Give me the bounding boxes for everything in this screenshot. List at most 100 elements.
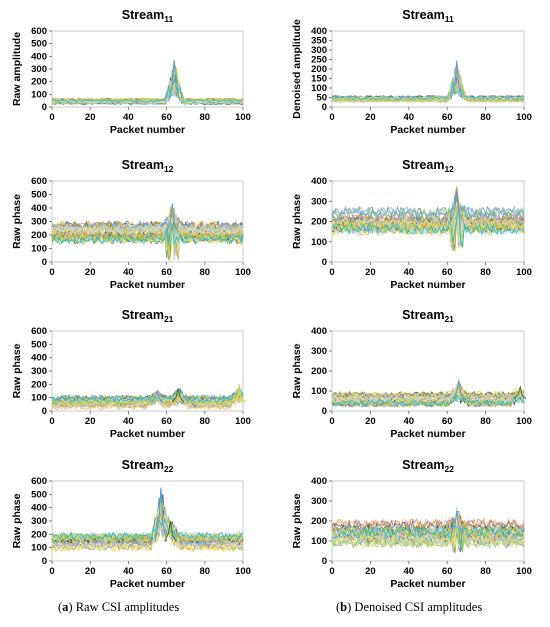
x-tick-label: 40 (404, 566, 415, 577)
x-axis-label: Packet number (390, 124, 465, 136)
series-line (51, 222, 244, 260)
chart-title: Stream11 (122, 8, 174, 24)
y-tick-label: 400 (311, 176, 327, 187)
x-tick-label: 0 (49, 416, 54, 427)
x-tick-label: 0 (49, 566, 54, 577)
x-tick-label: 40 (123, 267, 134, 278)
series-line (51, 215, 244, 259)
series-line (331, 80, 525, 102)
y-tick-label: 400 (311, 476, 327, 487)
y-tick-label: 300 (311, 346, 327, 357)
peak-trace (232, 386, 246, 403)
chart-title: Stream21 (122, 308, 174, 324)
series-line (51, 84, 244, 106)
y-axis-label: Denoised amplitude (291, 19, 303, 119)
y-axis-label: Raw phase (291, 194, 303, 249)
series-line (331, 383, 525, 400)
x-axis-label: Packet number (390, 428, 465, 440)
series-line (51, 75, 244, 103)
x-tick-label: 100 (235, 112, 251, 123)
y-tick-label: 100 (31, 393, 47, 404)
x-tick-label: 60 (442, 416, 453, 427)
x-tick-label: 20 (85, 566, 96, 577)
x-axis-label: Packet number (110, 124, 185, 136)
x-tick-label: 20 (365, 267, 376, 278)
x-axis-label: Packet number (110, 428, 185, 440)
x-tick-label: 0 (329, 566, 334, 577)
y-tick-label: 0 (322, 102, 327, 113)
y-tick-label: 300 (31, 516, 47, 527)
series-line (331, 382, 525, 405)
y-tick-label: 0 (42, 102, 47, 113)
x-tick-label: 20 (365, 416, 376, 427)
y-tick-label: 100 (31, 543, 47, 554)
x-tick-label: 80 (480, 112, 491, 123)
y-tick-label: 400 (31, 503, 47, 514)
peak-trace (450, 510, 464, 535)
x-tick-label: 80 (480, 267, 491, 278)
y-tick-label: 100 (311, 237, 327, 248)
y-tick-label: 600 (31, 26, 47, 37)
x-tick-label: 20 (85, 267, 96, 278)
plot-area (331, 30, 525, 108)
x-tick-label: 80 (480, 416, 491, 427)
y-axis-label: Raw phase (291, 493, 303, 548)
series-line (331, 203, 525, 247)
x-tick-label: 40 (404, 416, 415, 427)
y-axis-label: Raw phase (291, 343, 303, 398)
y-tick-label: 100 (31, 244, 47, 255)
x-tick-label: 40 (123, 112, 134, 123)
y-tick-label: 400 (31, 51, 47, 62)
x-tick-label: 80 (200, 112, 211, 123)
series-line (331, 524, 525, 553)
y-tick-label: 200 (31, 379, 47, 390)
x-tick-label: 60 (442, 566, 453, 577)
peak-trace (514, 385, 527, 400)
y-tick-label: 100 (311, 386, 327, 397)
x-tick-label: 20 (365, 566, 376, 577)
y-tick-label: 200 (311, 64, 327, 75)
caption-b: (b) Denoised CSI amplitudes (336, 600, 483, 614)
x-tick-label: 0 (49, 267, 54, 278)
x-tick-label: 20 (85, 416, 96, 427)
x-tick-label: 0 (329, 416, 334, 427)
series-line (51, 223, 244, 246)
plot-area (51, 180, 244, 263)
series-line (51, 391, 244, 409)
x-tick-label: 40 (404, 267, 415, 278)
y-tick-label: 600 (31, 176, 47, 187)
y-axis-label: Raw phase (11, 343, 23, 398)
series-line (331, 210, 525, 250)
y-tick-label: 100 (311, 536, 327, 547)
series-line (331, 386, 525, 407)
y-tick-label: 600 (31, 476, 47, 487)
series-line (51, 510, 244, 551)
x-tick-label: 40 (404, 112, 415, 123)
x-tick-label: 80 (200, 566, 211, 577)
series-line (331, 525, 525, 546)
x-tick-label: 100 (516, 566, 532, 577)
chart-title: Stream21 (402, 308, 454, 324)
y-axis-label: Raw amplitude (11, 32, 23, 106)
series-line (51, 388, 244, 402)
y-tick-label: 400 (31, 353, 47, 364)
x-axis-label: Packet number (110, 578, 185, 590)
series-line (331, 513, 525, 550)
x-tick-label: 100 (516, 267, 532, 278)
chart-title: Stream12 (122, 158, 174, 174)
series-line (331, 524, 525, 549)
peak-trace (166, 203, 179, 234)
x-tick-label: 40 (123, 416, 134, 427)
y-tick-label: 0 (322, 556, 327, 567)
y-tick-label: 0 (322, 257, 327, 268)
series-line (51, 389, 244, 408)
series-line (331, 208, 525, 246)
peak-trace (171, 388, 185, 403)
x-tick-label: 100 (235, 267, 251, 278)
y-tick-label: 300 (311, 45, 327, 56)
x-axis-label: Packet number (390, 279, 465, 291)
series-line (51, 390, 244, 406)
y-tick-label: 50 (316, 93, 327, 104)
x-tick-label: 80 (480, 566, 491, 577)
